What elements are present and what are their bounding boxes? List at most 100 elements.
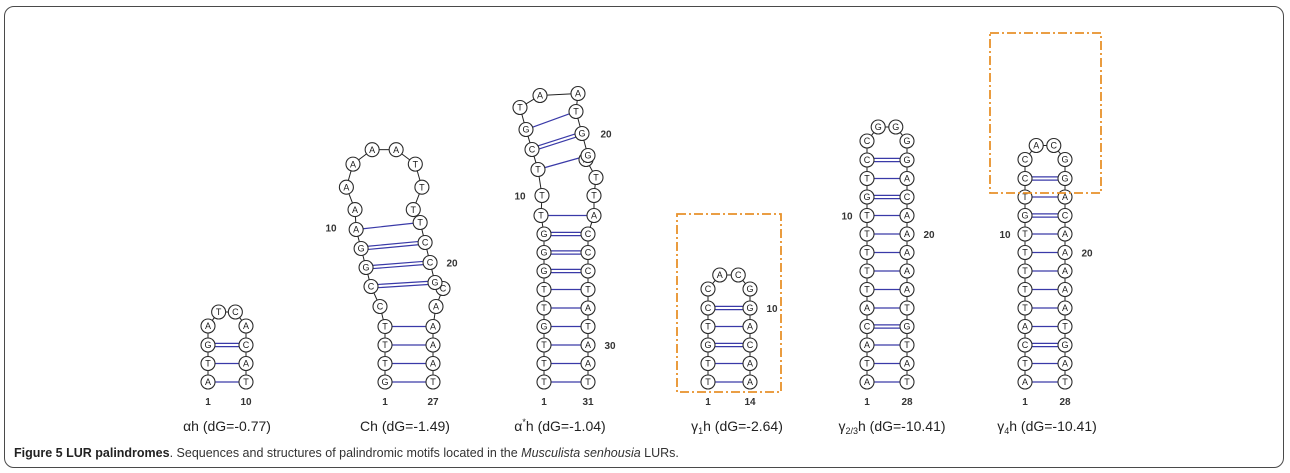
gamma23-h-side-label-1: 10 [841, 212, 853, 223]
gamma4-h-side-label-2: 20 [1081, 249, 1093, 260]
gamma23-h-nuc-left-3: A [859, 337, 875, 353]
svg-text:C: C [904, 192, 911, 202]
c-h-backbone-4 [373, 292, 378, 301]
alpha-star-h-loop-nuc-2: A [532, 87, 548, 104]
svg-text:A: A [1022, 377, 1028, 387]
svg-text:A: A [1062, 248, 1068, 258]
svg-text:T: T [573, 107, 579, 117]
svg-text:T: T [904, 303, 910, 313]
alpha-star-h-pos-start: 1 [541, 397, 547, 408]
svg-text:G: G [578, 129, 585, 139]
svg-text:T: T [538, 211, 544, 221]
alpha-star-h-nuc-right-8: C [580, 244, 596, 261]
alpha-star-h-nuc-right-2: A [580, 355, 596, 372]
svg-text:T: T [1022, 229, 1028, 239]
alpha-star-h-backbone-12 [527, 136, 531, 143]
alpha-star-h-nuc-right-1: T [580, 374, 596, 390]
alpha-star-h-nuc-left-7: G [536, 263, 552, 279]
c-h-inner-left-1: C [372, 298, 388, 315]
svg-text:T: T [413, 159, 419, 169]
svg-text:A: A [904, 211, 910, 221]
svg-text:A: A [205, 377, 211, 387]
gamma1-h-loop-nuc-4: G [742, 281, 758, 297]
gamma4-h-loop-nuc-1: C [1017, 151, 1033, 168]
gamma23-h-nuc-left-11: G [859, 189, 875, 205]
gamma1-h-backbone-7 [742, 280, 746, 284]
gamma23-h-nuc-left-7: T [859, 263, 875, 279]
c-h-inner-right-1: A [428, 298, 444, 315]
svg-text:T: T [430, 377, 436, 387]
svg-text:A: A [904, 174, 910, 184]
c-h-backbone-18 [426, 249, 429, 256]
gamma4-h-side-label-1: 10 [999, 230, 1011, 241]
svg-text:A: A [747, 322, 753, 332]
gamma23-h-loop-nuc-3: G [888, 119, 904, 135]
alpha-star-h-nuc-right-6: T [580, 281, 596, 298]
gamma23-h-nuc-left-9: T [859, 226, 875, 242]
svg-text:T: T [243, 377, 249, 387]
gamma23-h-nuc-right-2: A [899, 355, 915, 372]
gamma23-h-nuc-right-11: C [899, 189, 915, 205]
gamma23-h-nuc-right-8: A [899, 244, 915, 261]
svg-text:A: A [1062, 359, 1068, 369]
alpha-h-pos-end: 10 [240, 397, 252, 408]
alpha-star-h-inner-right-2: T [588, 169, 604, 186]
svg-text:C: C [747, 340, 754, 350]
gamma23-h-nuc-left-12: T [859, 170, 875, 187]
c-h-pos-start: 1 [382, 397, 388, 408]
alpha-h-loop-nuc-2: T [211, 304, 227, 320]
svg-text:C: C [422, 238, 429, 248]
svg-text:T: T [1022, 303, 1028, 313]
gamma23-h-nuc-left-2: T [859, 355, 875, 372]
gamma4-h-backbone-14 [1057, 150, 1062, 155]
c-h-label: Ch (dG=-1.49) [360, 418, 450, 434]
alpha-star-h-nuc-left-6: T [536, 281, 552, 298]
gamma23-h-pos-start: 1 [864, 397, 870, 408]
gamma23-h-nuc-left-4: C [859, 318, 875, 335]
c-h-nuc-right-4: A [425, 318, 441, 335]
gamma23-h-nuc-left-8: T [859, 244, 875, 261]
gamma1-h-loop-nuc-3: C [730, 267, 746, 283]
gamma4-h-nuc-left-2: T [1017, 355, 1033, 372]
alpha-star-h-nuc2-right-3: T [568, 103, 584, 120]
svg-text:T: T [705, 377, 711, 387]
svg-text:A: A [353, 225, 359, 235]
c-h-loop-nuc-2: A [338, 179, 354, 195]
svg-text:T: T [382, 359, 388, 369]
svg-text:G: G [1061, 340, 1068, 350]
alpha-star-h-backbone-17 [577, 118, 581, 127]
c-h-loop-nuc-8: T [405, 202, 421, 218]
svg-text:C: C [585, 248, 592, 258]
gamma23-h-nuc-left-13: C [859, 152, 875, 168]
svg-text:C: C [705, 284, 712, 294]
gamma23-h-nuc-right-5: T [899, 300, 915, 316]
alpha-star-h-nuc-left-2: T [536, 355, 552, 372]
alpha-star-h-pair2-1 [544, 156, 582, 169]
c-h-backbone-7 [357, 236, 360, 242]
c-h-backbone-5 [367, 274, 370, 280]
svg-text:G: G [1061, 174, 1068, 184]
gamma4-h-pos-end: 28 [1059, 397, 1071, 408]
svg-text:T: T [705, 322, 711, 332]
svg-text:G: G [522, 125, 529, 135]
c-h-loop-nuc-5: A [388, 142, 404, 158]
svg-text:T: T [517, 103, 523, 113]
gamma1-h-loop-nuc-2: A [712, 267, 728, 283]
gamma1-h-nuc-left-4: T [700, 318, 716, 335]
svg-text:A: A [393, 145, 399, 155]
alpha-h-backbone-5 [239, 317, 243, 321]
gamma23-h-nuc-left-6: T [859, 281, 875, 298]
alpha-h-nuc-left-2: T [200, 355, 216, 372]
gamma23-h-backbone-13 [870, 132, 875, 136]
c-h-side-label-1: 10 [325, 224, 337, 235]
gamma4-h-nuc-left-9: T [1017, 226, 1033, 242]
svg-text:A: A [343, 182, 349, 192]
gamma1-h-loop-nuc-1: C [700, 281, 716, 297]
svg-text:A: A [747, 359, 753, 369]
gamma23-h-pos-end: 28 [901, 397, 913, 408]
svg-text:A: A [904, 359, 910, 369]
svg-text:T: T [904, 377, 910, 387]
svg-text:A: A [575, 89, 581, 99]
alpha-star-h-inner-right-1: T [586, 187, 602, 204]
